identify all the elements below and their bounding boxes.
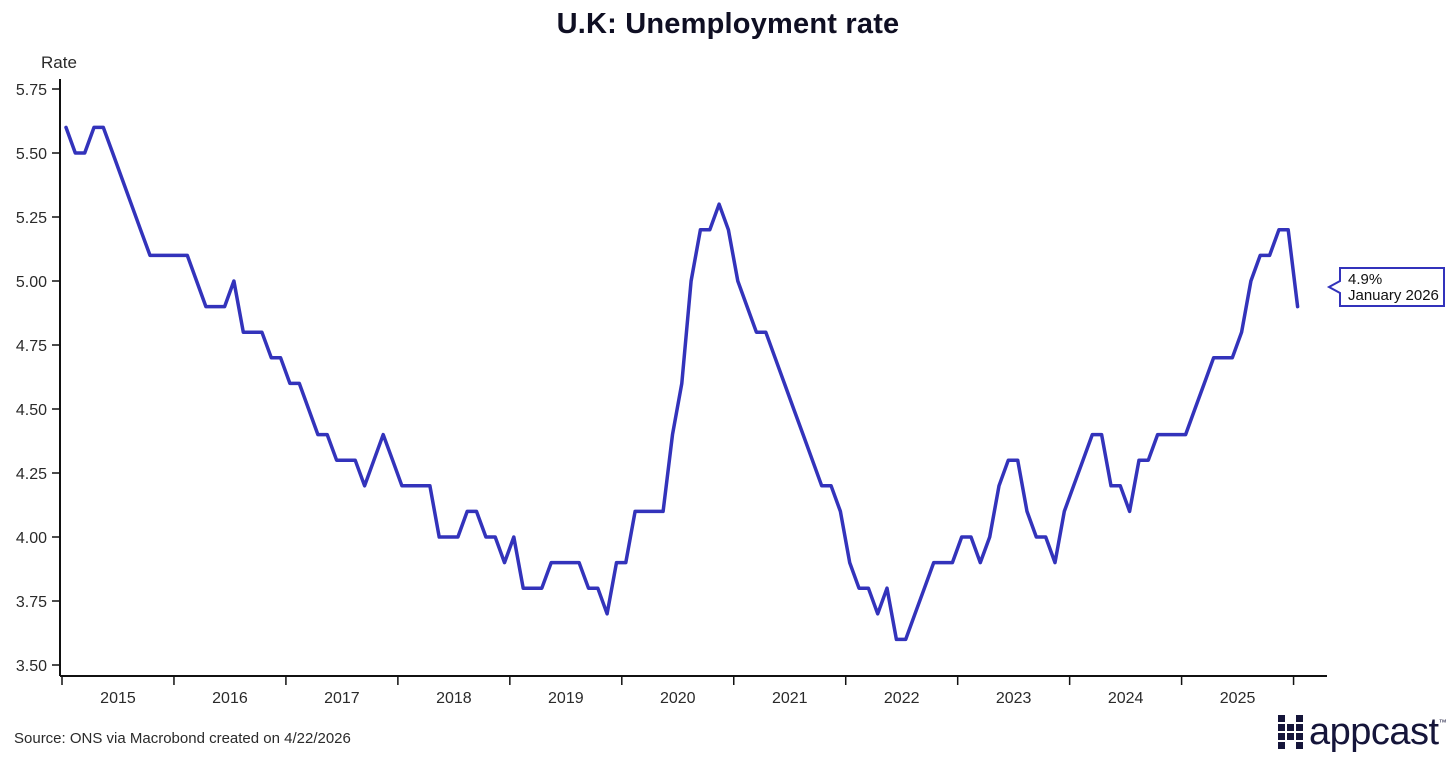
y-tick-label: 4.50 — [16, 402, 47, 419]
y-tick-label: 4.00 — [16, 530, 47, 547]
callout-value: 4.9% — [1348, 271, 1382, 288]
callout-box — [1326, 267, 1445, 307]
x-tick-label: 2018 — [436, 690, 472, 707]
x-tick-label: 2022 — [884, 690, 920, 707]
x-tick-label: 2024 — [1108, 690, 1144, 707]
y-axis-ticks: 3.50 3.75 4.00 4.25 4.50 4.75 5.00 5.25 5.50 5.75 — [16, 82, 60, 675]
y-axis-label: Rate — [41, 53, 77, 72]
y-tick-label: 3.50 — [16, 658, 47, 675]
callout-date: January 2026 — [1348, 287, 1439, 304]
brand-trademark: ™ — [1438, 718, 1447, 727]
y-tick-label: 3.75 — [16, 594, 47, 611]
x-tick-label: 2019 — [548, 690, 584, 707]
y-tick-label: 5.50 — [16, 146, 47, 163]
x-tick-label: 2015 — [100, 690, 136, 707]
chart-title: U.K: Unemployment rate — [556, 8, 900, 40]
x-axis-ticks: 2015 2016 2017 2018 2019 2020 2021 2022 2023 2024… — [61, 676, 1295, 707]
x-tick-label: 2025 — [1220, 690, 1256, 707]
appcast-logo-mark-icon — [1278, 715, 1303, 749]
x-tick-label: 2023 — [996, 690, 1032, 707]
y-tick-label: 4.25 — [16, 466, 47, 483]
x-tick-label: 2020 — [660, 690, 696, 707]
appcast-logo: appcast ™ — [1278, 710, 1447, 754]
y-tick-label: 4.75 — [16, 338, 47, 355]
x-tick-label: 2016 — [212, 690, 248, 707]
y-tick-label: 5.25 — [16, 210, 47, 227]
brand-name: appcast — [1309, 710, 1439, 753]
x-tick-label: 2021 — [772, 690, 808, 707]
unemployment-rate-line — [64, 125, 1300, 642]
y-tick-label: 5.75 — [16, 82, 47, 99]
source-note: Source: ONS via Macrobond created on 4/2… — [14, 730, 351, 747]
latest-value-callout: 4.9% January 2026 — [1326, 267, 1445, 307]
y-tick-label: 5.00 — [16, 274, 47, 291]
x-tick-label: 2017 — [324, 690, 360, 707]
